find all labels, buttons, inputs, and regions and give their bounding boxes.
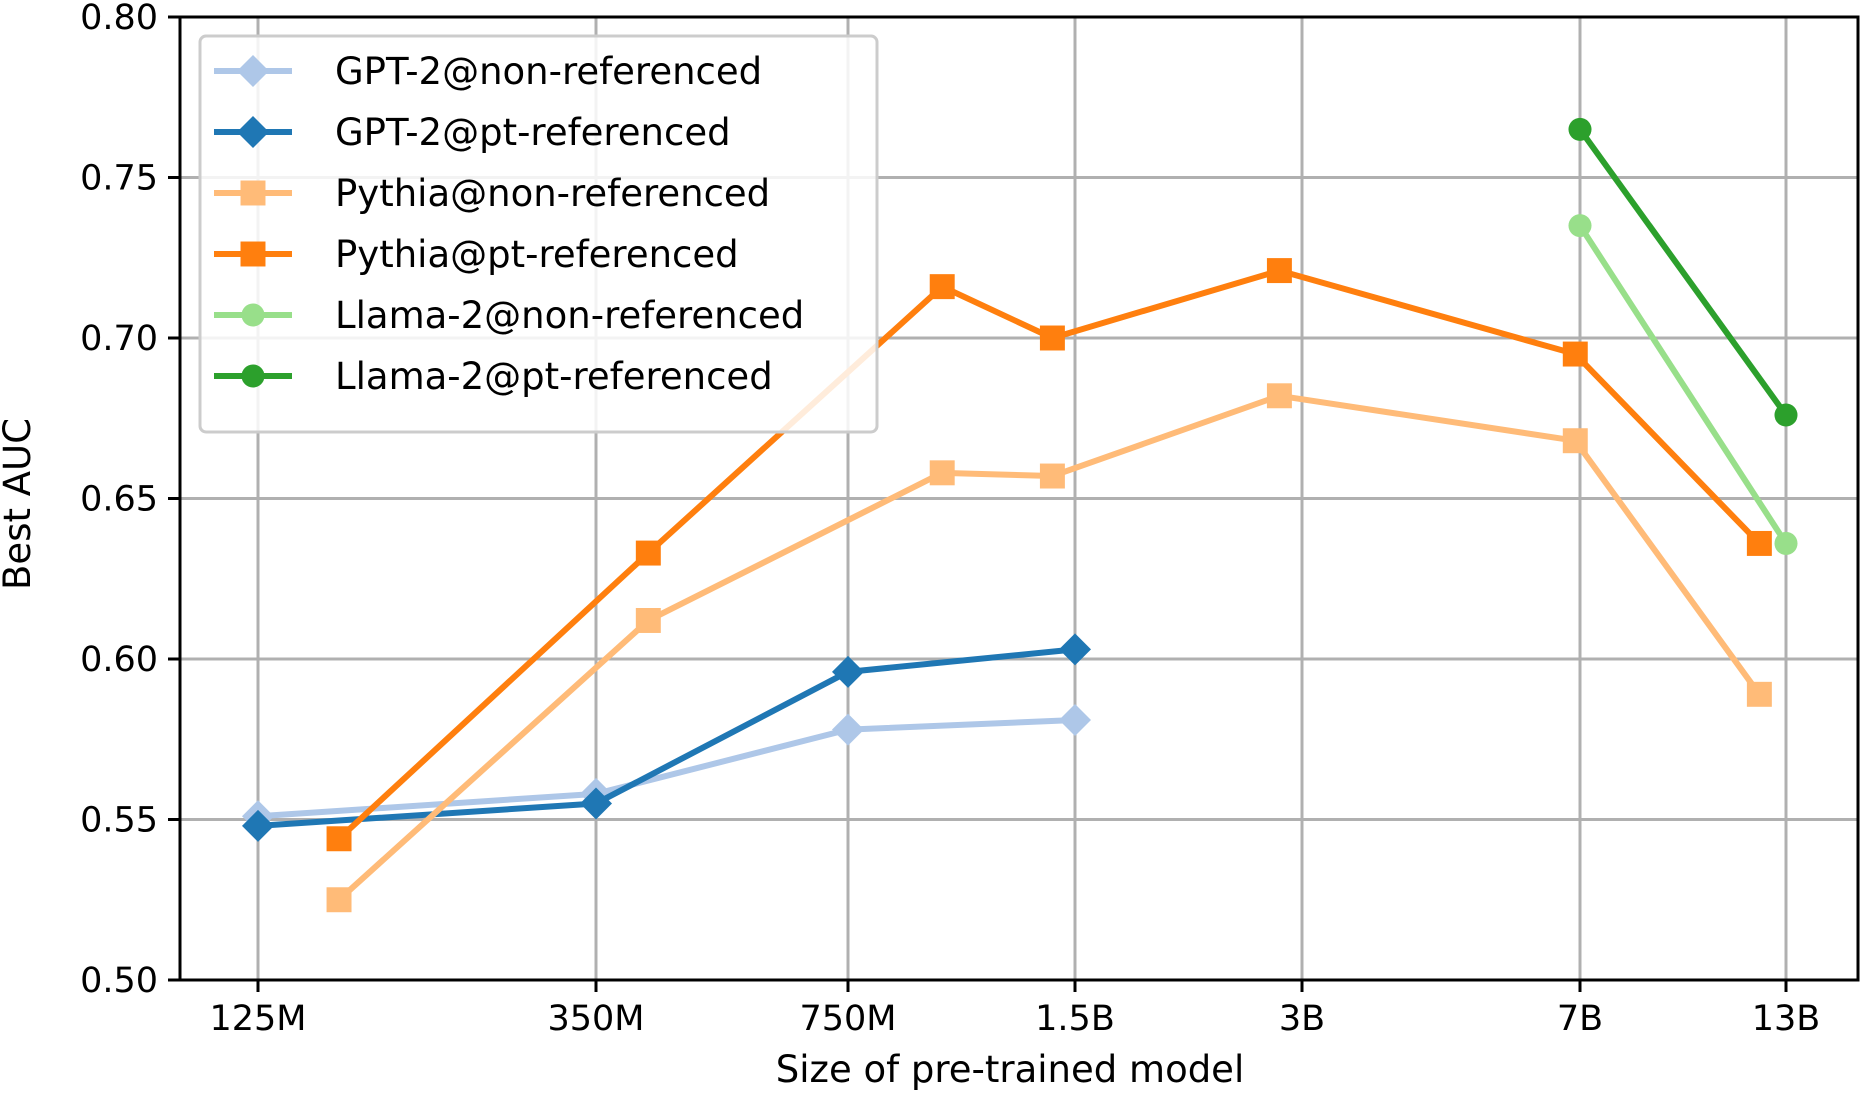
axes: 125M 350M 750M 1.5B 3B 7B 13B 0.50 0.55 0.60 0.65 0… [80,0,1860,1039]
x-axis-label: Size of pre-trained model [776,1048,1244,1091]
legend-marker [241,364,265,388]
series-line [257,646,1076,829]
legend-label: Llama-2@pt-referenced [335,355,773,398]
y-tick-label: 0.75 [80,159,158,199]
data-point [929,460,955,486]
legend-label: Pythia@pt-referenced [335,233,739,276]
series-Pythia@non-referenced [326,383,1772,913]
data-point [242,809,274,842]
data-point [1568,214,1592,238]
data-point [1039,325,1065,351]
legend-marker [240,241,266,267]
legend: GPT-2@non-referenced GPT-2@pt-referenced P… [198,34,879,434]
legend-item: GPT-2@non-referenced [214,50,762,93]
legend-label: GPT-2@pt-referenced [335,111,731,154]
x-tick-label: 13B [1752,999,1821,1039]
data-point [326,826,352,852]
y-tick-label: 0.65 [80,480,158,520]
data-point [1774,403,1798,427]
data-point [580,787,612,820]
data-point [1746,530,1772,556]
y-tick-label: 0.55 [80,801,158,841]
legend-item: Llama-2@pt-referenced [214,355,773,398]
data-point [1059,703,1091,736]
x-tick-label: 125M [209,999,306,1039]
y-tick-label: 0.50 [80,961,158,1001]
x-tick-label: 350M [547,999,644,1039]
data-point [1039,463,1065,489]
series-line [1577,224,1789,546]
data-point [1266,383,1292,409]
data-point [1562,341,1588,367]
legend-label: Pythia@non-referenced [335,172,770,215]
series-line [1577,127,1789,417]
legend-marker [240,180,266,206]
data-point [832,713,864,746]
data-point [1746,681,1772,707]
x-tick-label: 3B [1279,999,1325,1039]
legend-item: Pythia@pt-referenced [214,233,739,276]
legend-item: Pythia@non-referenced [214,172,770,215]
series-Llama-2@non-referenced [1568,214,1798,555]
series-Pythia@pt-referenced [326,258,1772,852]
legend-box [198,34,879,434]
legend-marker [237,116,269,148]
legend-item: Llama-2@non-referenced [214,294,804,337]
series-line [257,716,1076,820]
y-tick-label: 0.70 [80,319,158,359]
data-point [326,887,352,913]
data-point [1562,428,1588,454]
x-tick-label: 1.5B [1035,999,1115,1039]
x-tick-label: 7B [1557,999,1603,1039]
legend-label: GPT-2@non-referenced [335,50,762,93]
data-point [1568,117,1592,141]
data-point [832,655,864,688]
data-point [1774,531,1798,555]
legend-label: Llama-2@non-referenced [335,294,804,337]
series-GPT-2@pt-referenced [242,633,1091,842]
data-point [635,540,661,566]
data-point [1266,258,1292,284]
series-Llama-2@pt-referenced [1568,117,1798,427]
y-tick-label: 0.80 [80,0,158,38]
legend-marker [241,303,265,327]
data-point [929,274,955,300]
x-tick-label: 750M [799,999,896,1039]
data-point [1059,633,1091,666]
y-axis-label: Best AUC [0,418,39,590]
series-lines [242,117,1798,913]
y-tick-label: 0.60 [80,640,158,680]
data-point [635,608,661,633]
legend-marker [237,55,269,87]
legend-item: GPT-2@pt-referenced [214,111,731,154]
